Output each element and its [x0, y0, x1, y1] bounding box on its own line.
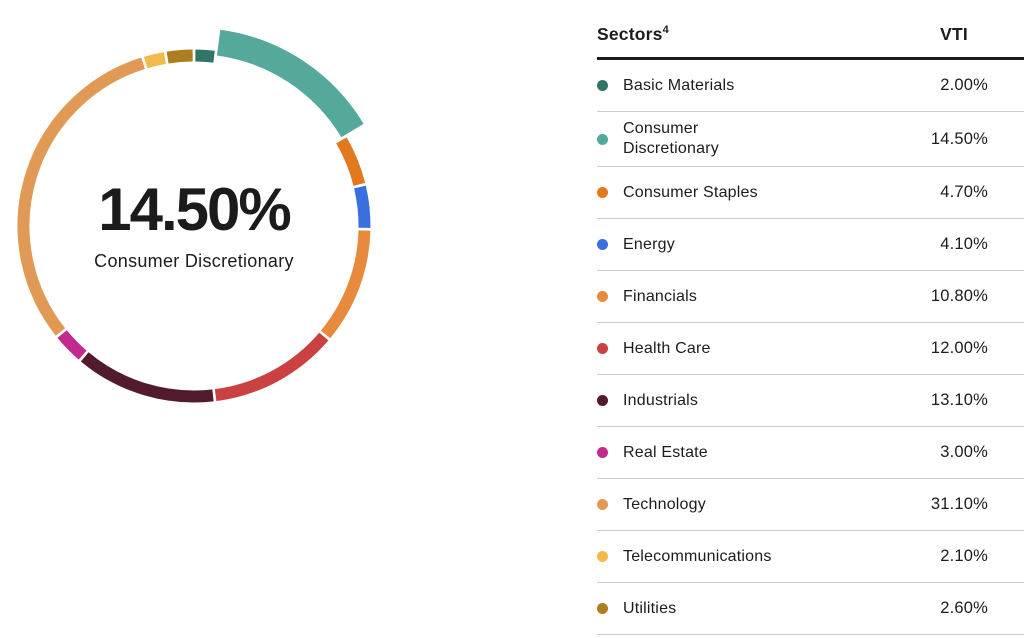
sector-value: 14.50%: [930, 129, 988, 148]
donut-segment-consumer-staples[interactable]: [336, 137, 366, 186]
sector-color-dot: [597, 187, 608, 198]
donut-segment-basic-materials[interactable]: [195, 49, 215, 63]
sectors-footnote-marker: 4: [662, 24, 669, 37]
sector-value: 10.80%: [930, 287, 988, 305]
sector-color-dot: [597, 551, 608, 562]
sector-color-dot: [597, 343, 608, 354]
donut-segment-consumer-discretionary[interactable]: [216, 29, 364, 138]
sector-row-consumer-staples: Consumer Staples 4.70%: [597, 167, 1024, 219]
sector-row-technology: Technology 31.10%: [597, 479, 1024, 531]
sector-label: Telecommunications: [623, 547, 772, 565]
sector-label: Technology: [623, 495, 706, 513]
sector-value: 12.00%: [930, 339, 988, 357]
sectors-column-header: Sectors4: [597, 24, 669, 44]
sector-label: Consumer Staples: [623, 183, 758, 201]
sector-color-dot: [597, 395, 608, 406]
sector-row-basic-materials: Basic Materials 2.00%: [597, 60, 1024, 112]
donut-segment-technology[interactable]: [17, 57, 145, 336]
sector-value: 31.10%: [930, 495, 988, 513]
sector-value: 2.10%: [940, 547, 988, 565]
sector-label: Basic Materials: [623, 76, 735, 94]
donut-chart-panel: 14.50% Consumer Discretionary: [0, 0, 430, 470]
sector-color-dot: [597, 133, 608, 145]
sector-label: Utilities: [623, 599, 677, 617]
sector-row-real-estate: Real Estate 3.00%: [597, 427, 1024, 479]
sector-label: Financials: [623, 287, 698, 305]
donut-segment-real-estate[interactable]: [57, 330, 87, 360]
sector-value: 4.10%: [940, 235, 988, 253]
sector-row-telecommunications: Telecommunications 2.10%: [597, 531, 1024, 583]
donut-segment-health-care[interactable]: [214, 332, 329, 402]
sector-label: Consumer Discretionary: [623, 120, 719, 157]
sector-color-dot: [597, 80, 608, 91]
donut-segment-financials[interactable]: [320, 230, 371, 339]
donut-segment-energy[interactable]: [354, 185, 371, 228]
sector-color-dot: [597, 447, 608, 458]
donut-segment-industrials[interactable]: [80, 352, 214, 403]
sector-color-dot: [597, 603, 608, 614]
sector-value: 13.10%: [930, 391, 988, 409]
sector-label: Energy: [623, 235, 675, 253]
sector-value: 3.00%: [940, 443, 988, 461]
sector-row-industrials: Industrials 13.10%: [597, 375, 1024, 427]
sector-row-consumer-discretionary: Consumer Discretionary 14.50%: [597, 112, 1024, 167]
sector-value: 2.60%: [940, 599, 988, 617]
sector-label: Health Care: [623, 339, 711, 357]
sector-value: 2.00%: [940, 76, 988, 94]
donut-segment-utilities[interactable]: [166, 49, 193, 64]
sector-color-dot: [597, 499, 608, 510]
sector-value: 4.70%: [940, 183, 988, 201]
sector-label: Real Estate: [623, 443, 708, 461]
fund-column-header: VTI: [940, 24, 968, 44]
sector-row-financials: Financials 10.80%: [597, 271, 1024, 323]
sector-table-header: Sectors4 VTI: [597, 20, 1024, 60]
sector-row-utilities: Utilities 2.60%: [597, 583, 1024, 635]
sector-row-health-care: Health Care 12.00%: [597, 323, 1024, 375]
sector-color-dot: [597, 239, 608, 250]
donut-segment-telecommunications[interactable]: [143, 52, 167, 69]
sector-row-energy: Energy 4.10%: [597, 219, 1024, 271]
donut-chart: [17, 29, 371, 403]
sector-color-dot: [597, 291, 608, 302]
sector-rows: Basic Materials 2.00% Consumer Discretiona…: [597, 60, 1024, 635]
sector-table: Sectors4 VTI Basic Materials 2.00% Consume…: [597, 20, 1024, 635]
sector-label: Industrials: [623, 391, 699, 409]
